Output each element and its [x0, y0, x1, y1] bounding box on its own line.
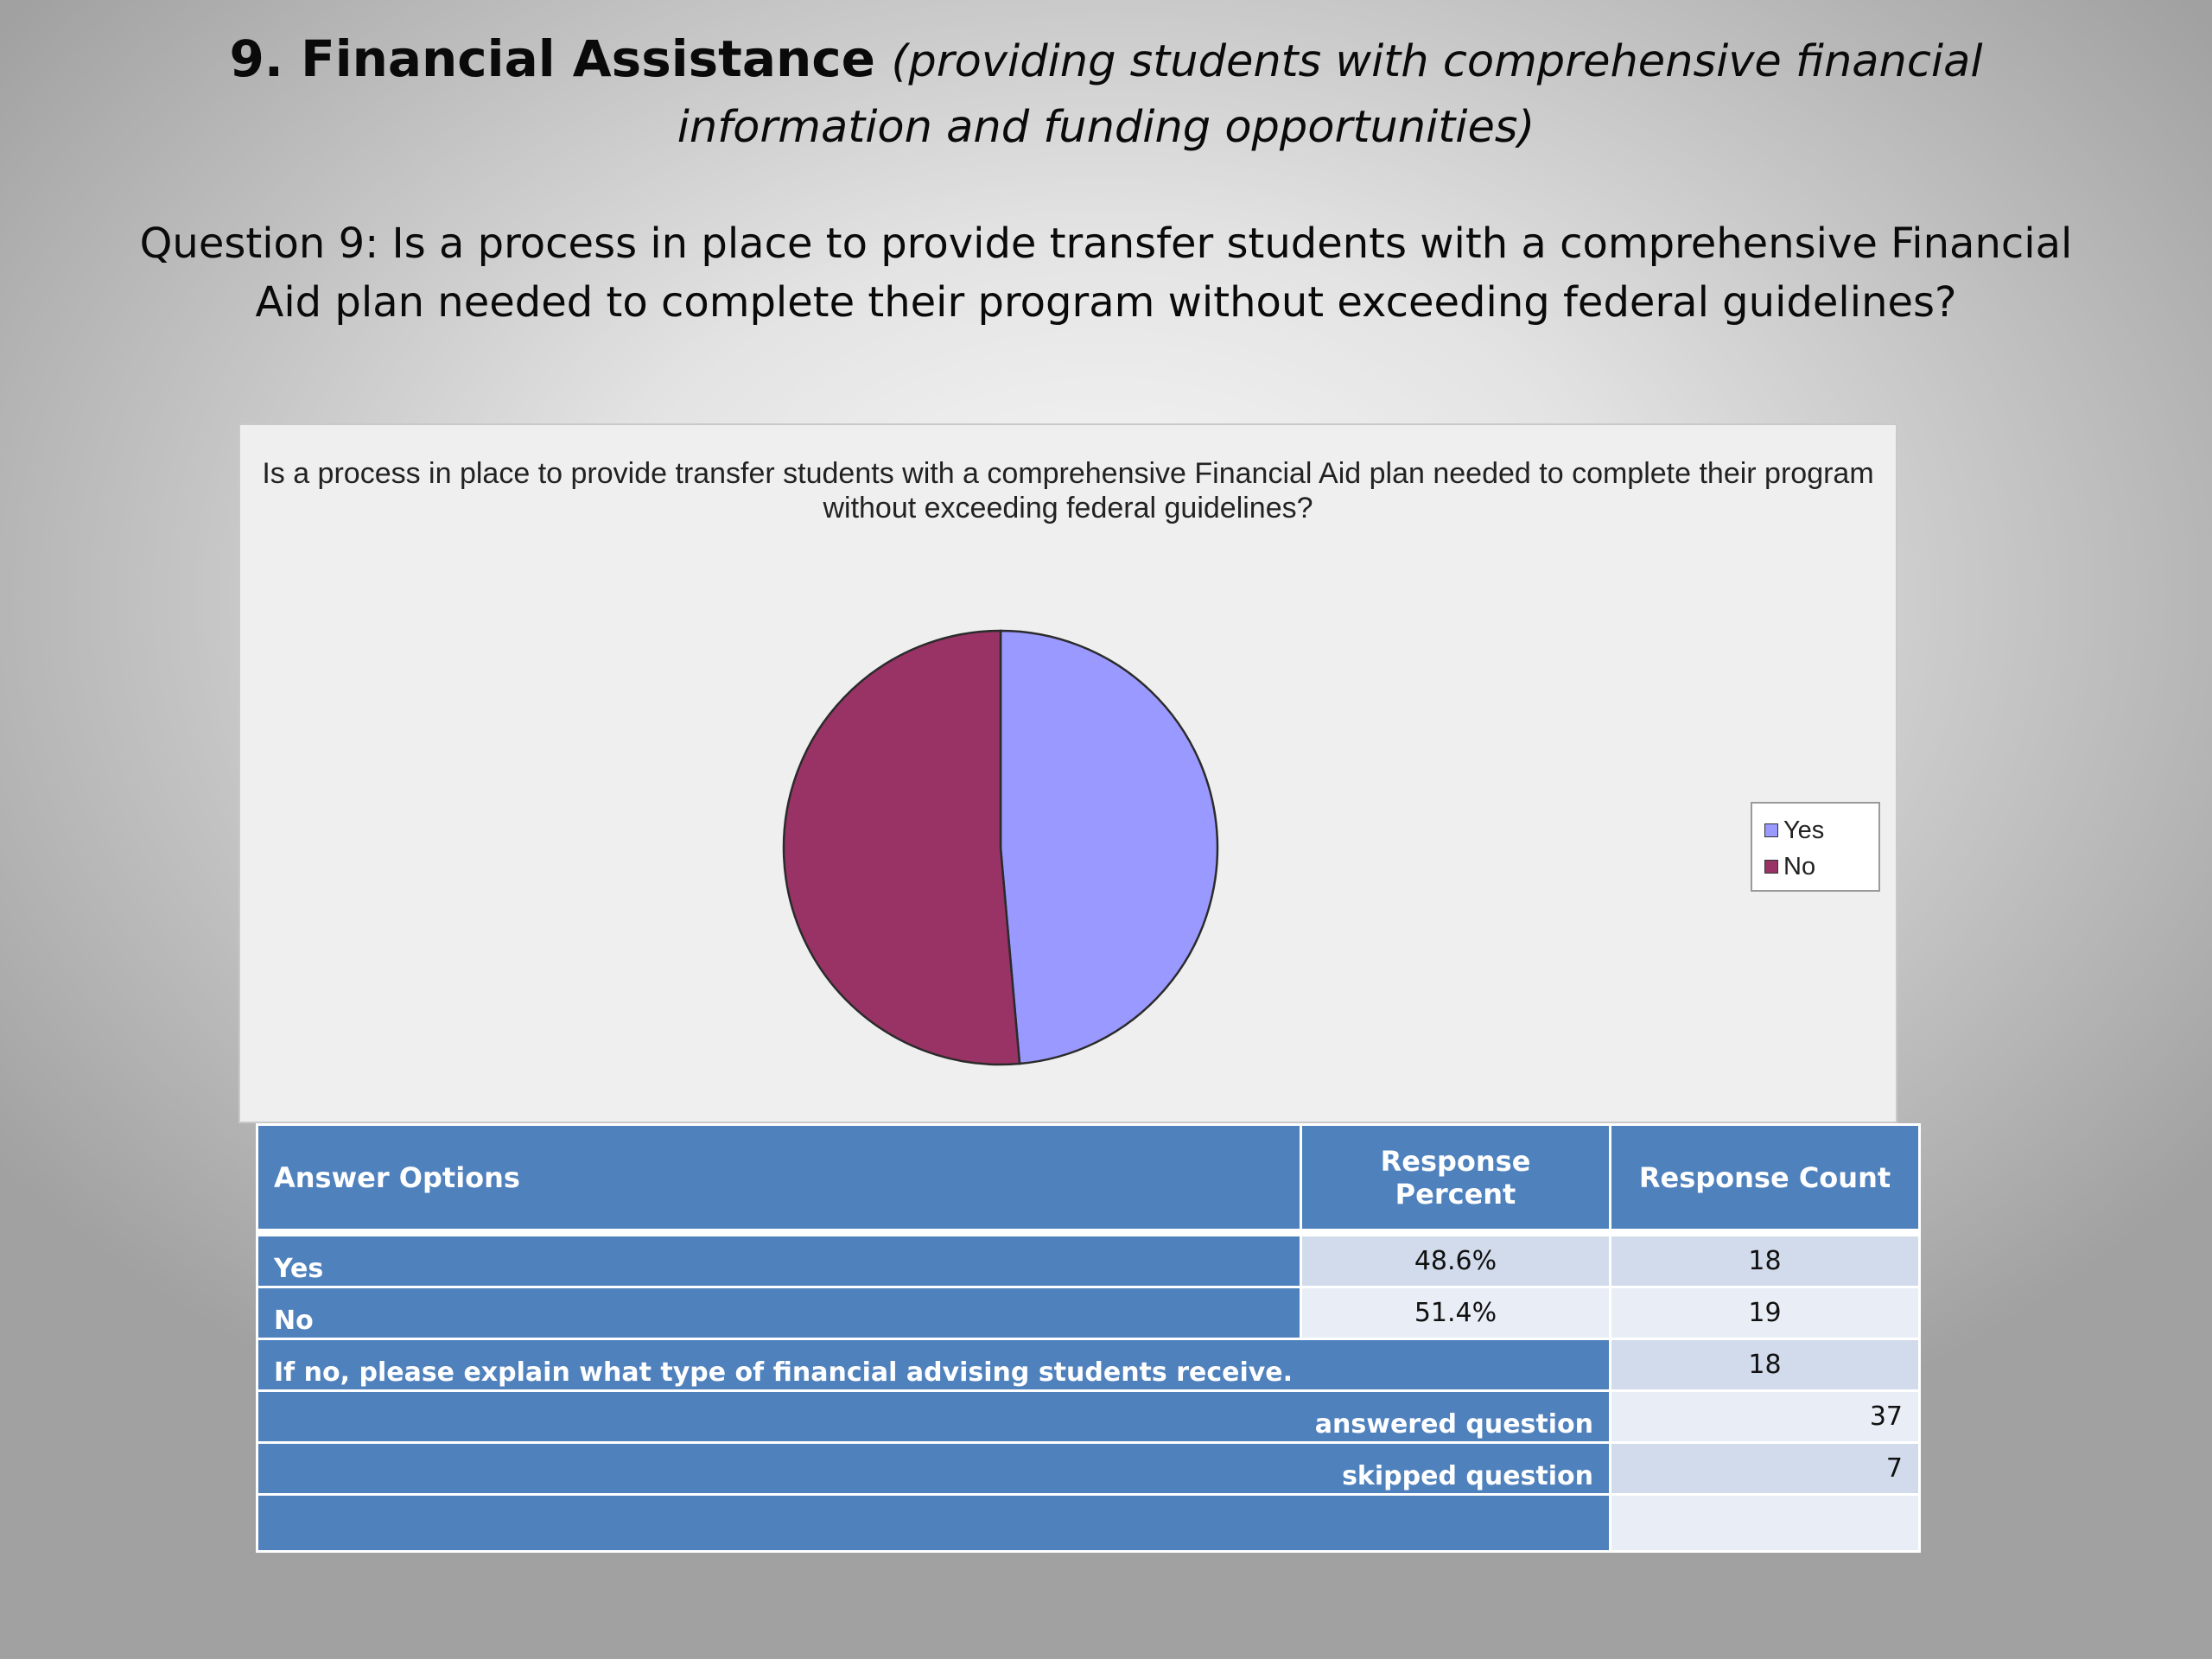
pie-slice-no	[782, 629, 1021, 1066]
header-answer-options: Answer Options	[256, 1123, 1302, 1231]
legend-label-yes: Yes	[1783, 817, 1825, 844]
header-response-percent: Response Percent	[1300, 1123, 1611, 1231]
empty-value-cell	[1609, 1493, 1921, 1553]
legend-item-no: No	[1764, 852, 1816, 881]
row-count-no: 19	[1609, 1286, 1921, 1340]
chart-title: Is a process in place to provide transfe…	[262, 457, 1874, 524]
answered-question-label: answered question	[256, 1389, 1611, 1444]
table-row	[256, 1493, 1921, 1553]
row-label-yes: Yes	[256, 1234, 1302, 1288]
skipped-question-label: skipped question	[256, 1441, 1611, 1496]
legend-swatch-yes	[1764, 823, 1778, 837]
legend-item-yes: Yes	[1764, 816, 1825, 845]
question-text: Question 9: Is a process in place to pro…	[139, 219, 2073, 327]
answered-question-value: 37	[1609, 1389, 1921, 1444]
table-row: No 51.4% 19	[256, 1286, 1921, 1340]
row-label-no: No	[256, 1286, 1302, 1340]
table-row: answered question 37	[256, 1389, 1921, 1444]
slide-subtitle: (providing students with comprehensive f…	[677, 36, 1983, 153]
pie-slice-yes	[999, 629, 1219, 1065]
header-divider	[256, 1230, 1921, 1236]
row-label-explain: If no, please explain what type of finan…	[256, 1338, 1611, 1392]
chart-legend: Yes No	[1751, 802, 1880, 892]
pie-chart	[782, 629, 1219, 1066]
legend-label-no: No	[1783, 853, 1816, 880]
row-percent-no: 51.4%	[1300, 1286, 1611, 1340]
table-header-row: Answer Options Response Percent Response…	[256, 1123, 1921, 1231]
skipped-question-value: 7	[1609, 1441, 1921, 1496]
slide-title: 9. Financial Assistance	[229, 29, 876, 88]
header-response-count: Response Count	[1609, 1123, 1921, 1231]
row-percent-yes: 48.6%	[1300, 1234, 1611, 1288]
slide-heading: 9. Financial Assistance (providing stude…	[121, 28, 2091, 159]
table-row: If no, please explain what type of finan…	[256, 1338, 1921, 1392]
row-count-yes: 18	[1609, 1234, 1921, 1288]
empty-label-cell	[256, 1493, 1611, 1553]
legend-swatch-no	[1764, 860, 1778, 874]
pie-chart-panel: Is a process in place to provide transfe…	[238, 423, 1897, 1123]
table-row: Yes 48.6% 18	[256, 1234, 1921, 1288]
row-count-explain: 18	[1609, 1338, 1921, 1392]
table-row: skipped question 7	[256, 1441, 1921, 1496]
results-table: Answer Options Response Percent Response…	[256, 1123, 1921, 1553]
